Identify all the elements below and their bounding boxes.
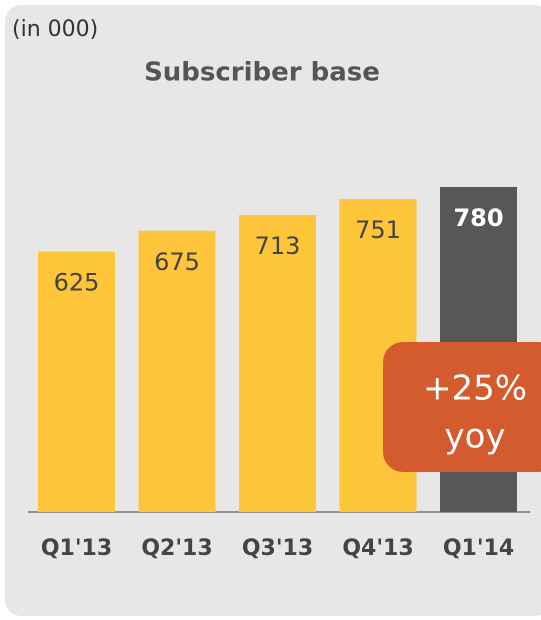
x-tick-label: Q2'13 [141,536,212,561]
x-tick-label: Q1'13 [41,536,112,561]
annotation-text: +25% [423,369,527,409]
annotation-text: yoy [444,417,505,457]
value-label: 751 [355,216,401,244]
unit-note: (in 000) [12,17,98,42]
value-label: 780 [453,204,503,232]
value-label: 675 [154,248,200,276]
x-tick-label: Q1'14 [443,536,514,561]
value-label: 625 [54,269,100,297]
bar [38,251,115,513]
x-tick-label: Q3'13 [242,536,313,561]
chart-title: Subscriber base [144,58,380,88]
bar [138,230,216,512]
bar [239,214,316,512]
value-label: 713 [255,232,301,260]
annotation-box [383,342,541,472]
x-tick-label: Q4'13 [342,536,413,561]
